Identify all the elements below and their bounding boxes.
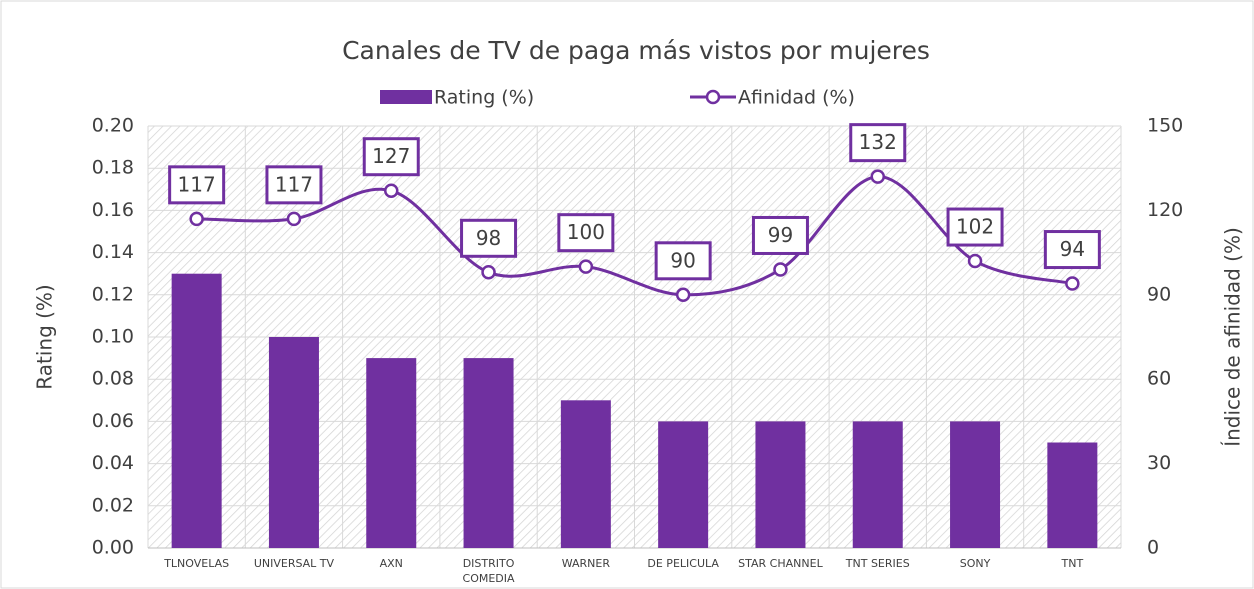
y-tick-label: 0.14 [92,241,134,263]
data-label: 117 [178,172,216,196]
data-label-box [460,218,518,258]
y-tick-label: 0.10 [92,326,134,348]
y-tick-label: 0.18 [92,157,134,179]
point [1065,276,1080,291]
data-label: 102 [956,215,994,239]
bar [1047,442,1098,548]
y-tick-label: 0.16 [92,199,134,221]
x-tick-label: SONY [960,557,991,570]
x-tick-label: TNT SERIES [845,557,910,570]
line [196,175,1073,297]
y-tick-label: 0.08 [92,368,134,390]
y-tick-label: 0.00 [92,537,134,559]
point [189,211,204,227]
point [967,253,983,269]
y2-tick-label: 150 [1147,115,1183,137]
y-tick-label: 0.20 [92,115,134,137]
data-label-box [1043,230,1101,270]
data-label: 90 [670,248,695,272]
y2-tick-label: 0 [1147,537,1159,559]
bar [560,400,611,548]
bar [268,337,319,548]
legend-swatch [380,90,432,104]
bar [366,358,417,548]
legend-label: Rating (%) [434,87,534,109]
bar [950,421,1001,548]
y-tick-label: 0.12 [92,283,134,305]
data-label-box [168,165,226,205]
x-tick-label: TLNOVELAS [163,557,229,570]
legend-label: Afinidad (%) [738,87,855,109]
x-tick-label: AXN [380,557,403,570]
data-label-box [849,123,907,163]
x-tick-label: DE PELICULA [647,557,719,570]
data-label-box [946,207,1004,247]
data-label-box [751,215,809,255]
point [578,259,594,274]
x-tick-label: WARNER [562,557,611,570]
data-label: 132 [859,130,897,154]
y-tick-label: 0.02 [92,494,134,516]
data-label-box [654,241,712,281]
y-tick-label: 0.06 [92,410,134,432]
x-tick-label: STAR CHANNEL [738,557,823,570]
bar [463,358,514,548]
y2-tick-label: 90 [1147,283,1171,305]
y2-tick-label: 30 [1147,452,1171,474]
data-label-box [265,165,323,205]
x-tick-label: DISTRITO COMEDIA [463,557,515,585]
bar [755,421,806,548]
x-tick-label: TNT [1061,557,1084,570]
point [384,183,399,198]
data-label-box [362,137,420,177]
y-tick-label: 0.04 [92,452,134,474]
point [773,262,788,277]
data-label: 94 [1060,237,1085,261]
data-label: 127 [372,144,410,168]
x-tick-label: UNIVERSAL TV [254,557,335,570]
y2-axis-title: Índice de afinidad (%) [1221,227,1245,447]
y-axis-title: Rating (%) [33,284,57,389]
data-label: 98 [476,226,501,250]
point [286,211,302,227]
point [481,265,496,280]
bar [852,421,903,548]
chart-title: Canales de TV de paga más vistos por muj… [342,36,930,65]
data-label-box [557,213,615,253]
legend-swatch [705,89,721,105]
data-label: 100 [567,220,605,244]
point [870,169,885,184]
y2-tick-label: 60 [1147,368,1171,390]
point [675,287,691,303]
bar [171,273,222,548]
data-label: 99 [768,223,793,247]
data-label: 117 [275,172,313,196]
bar [658,421,709,548]
y2-tick-label: 120 [1147,199,1183,221]
